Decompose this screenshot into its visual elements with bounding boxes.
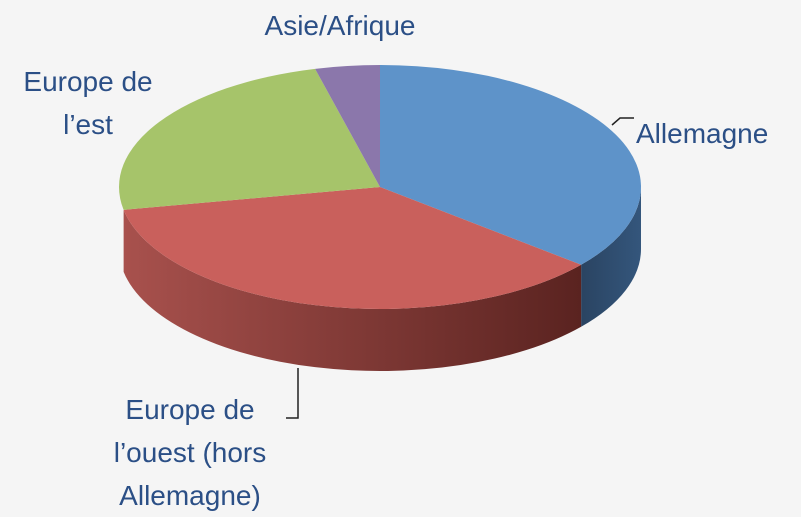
slice xyxy=(380,65,641,265)
slice-label: Europe de l’ouest (hors Allemagne) xyxy=(113,394,267,511)
slice-side xyxy=(581,187,641,327)
slice xyxy=(118,68,380,210)
slice-label: Asie/Afrique xyxy=(264,10,416,41)
slice xyxy=(123,187,582,309)
pie xyxy=(118,65,641,371)
leader-line xyxy=(286,368,299,419)
slice-side xyxy=(123,209,582,371)
leader-line xyxy=(611,117,634,126)
slice-label: Europe de l’est xyxy=(23,66,153,140)
slice-label: Allemagne xyxy=(636,118,769,149)
slice xyxy=(315,65,380,187)
